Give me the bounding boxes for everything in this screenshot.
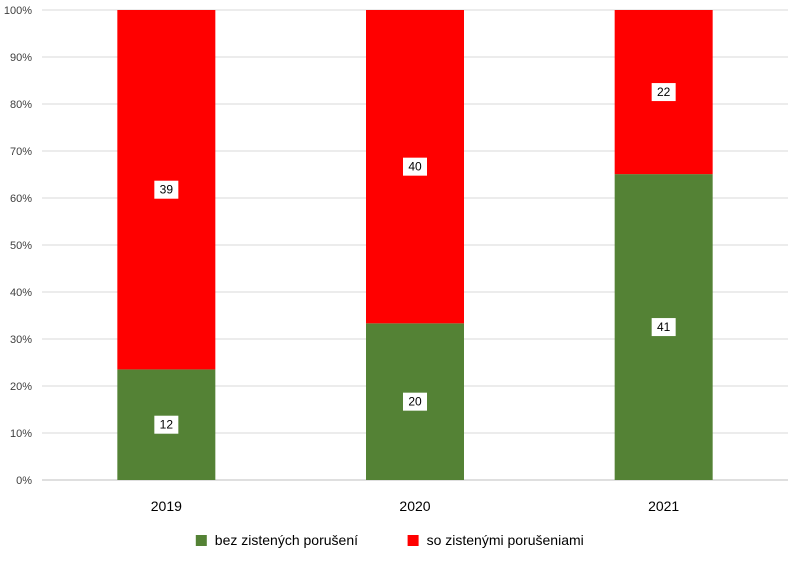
- data-label-box: [403, 392, 427, 411]
- data-label: 12: [160, 418, 174, 432]
- y-tick-label: 100%: [4, 5, 32, 17]
- data-label-box: [154, 415, 179, 434]
- y-tick-label: 60%: [10, 193, 32, 205]
- data-label: 22: [657, 85, 671, 99]
- legend-swatch: [195, 535, 207, 546]
- data-label-box: [154, 180, 179, 199]
- y-tick-label: 50%: [10, 240, 32, 252]
- axes: 0%10%20%30%40%50%60%70%80%90%100%2019 202…: [4, 5, 680, 514]
- data-label-box: [403, 157, 427, 176]
- legend-swatch: [407, 535, 419, 546]
- y-tick-label: 90%: [10, 52, 32, 64]
- legend-label: so zistenými porušeniami: [427, 532, 584, 548]
- legend-label: bez zistených porušení: [215, 532, 358, 548]
- y-tick-label: 20%: [10, 381, 32, 393]
- data-label: 20: [408, 395, 422, 409]
- y-tick-label: 0%: [16, 475, 32, 487]
- x-category-label: 2021: [648, 498, 679, 514]
- data-label: 39: [160, 183, 174, 197]
- data-labels: 12 39 20 40 41 22: [154, 83, 676, 434]
- data-label: 40: [408, 160, 422, 174]
- legend: bez zistených porušení so zistenými poruš…: [195, 532, 584, 548]
- y-tick-label: 70%: [10, 146, 32, 158]
- data-label-box: [651, 83, 676, 102]
- y-tick-label: 30%: [10, 334, 32, 346]
- x-category-label: 2019: [151, 498, 182, 514]
- data-label-box: [651, 318, 676, 337]
- y-tick-label: 40%: [10, 287, 32, 299]
- data-label: 41: [657, 320, 671, 334]
- x-category-label: 2020: [399, 498, 430, 514]
- y-tick-label: 10%: [10, 428, 32, 440]
- y-tick-label: 80%: [10, 99, 32, 111]
